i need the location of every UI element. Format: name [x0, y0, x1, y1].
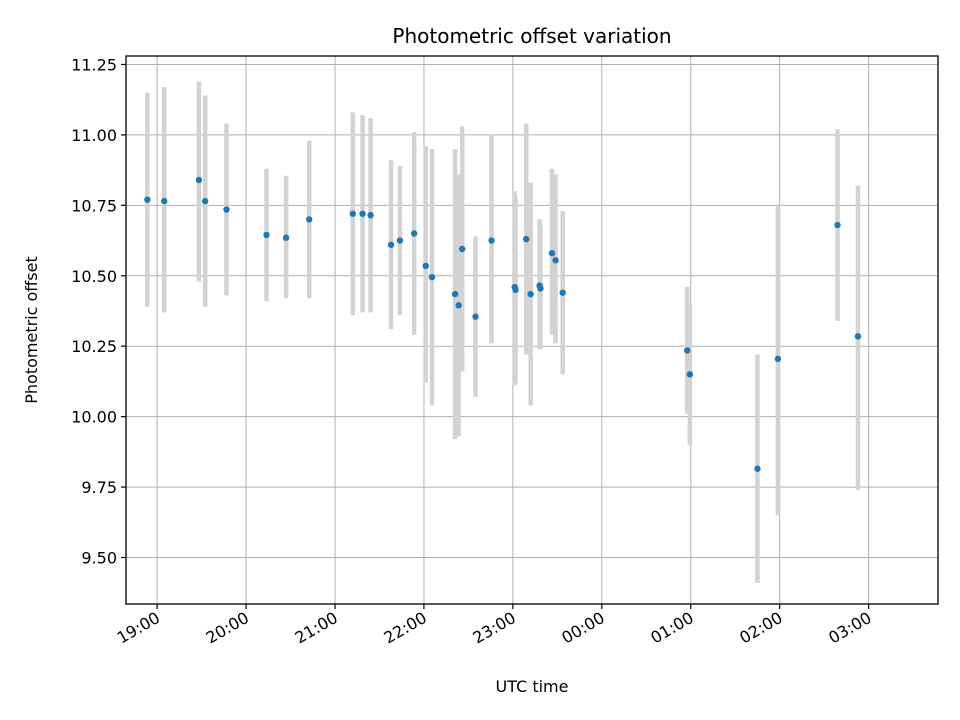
data-point — [854, 333, 862, 340]
data-point — [410, 230, 418, 237]
data-point — [144, 196, 151, 203]
data-point — [428, 273, 436, 281]
data-point — [458, 245, 466, 253]
y-tick-label: 10.00 — [71, 408, 117, 427]
y-tick-label: 11.25 — [71, 55, 117, 74]
data-point — [223, 206, 230, 213]
data-point — [201, 197, 209, 205]
y-axis-ticks: 9.50 9.75 10.00 10.25 10.50 10.75 11.00 11.25 — [71, 55, 126, 568]
data-point — [683, 347, 691, 354]
data-point — [686, 371, 694, 378]
data-point — [537, 285, 544, 292]
data-point — [349, 210, 356, 217]
y-tick-label: 10.25 — [71, 337, 117, 356]
data-point — [396, 237, 404, 244]
data-point — [451, 290, 459, 298]
data-point — [552, 257, 559, 264]
data-point — [359, 210, 366, 217]
data-point — [367, 211, 374, 219]
data-point — [422, 262, 429, 270]
data-points — [144, 176, 862, 472]
data-point — [527, 290, 534, 298]
x-axis-label: UTC time — [496, 677, 569, 696]
data-point — [488, 237, 495, 244]
y-tick-label: 11.00 — [71, 126, 117, 145]
data-point — [306, 216, 313, 223]
data-point — [455, 302, 462, 309]
data-point — [523, 235, 530, 243]
data-point — [774, 355, 782, 363]
data-point — [472, 313, 479, 320]
data-point — [754, 465, 761, 472]
data-point — [282, 234, 290, 241]
data-point — [512, 286, 519, 294]
data-point — [161, 197, 168, 205]
chart-title: Photometric offset variation — [392, 24, 671, 48]
y-tick-label: 9.75 — [81, 478, 117, 497]
y-tick-label: 10.75 — [71, 196, 117, 215]
data-point — [834, 221, 841, 229]
y-tick-label: 10.50 — [71, 267, 117, 286]
data-point — [195, 176, 203, 184]
y-axis-label: Photometric offset — [22, 256, 41, 404]
data-point — [263, 231, 270, 239]
y-tick-label: 9.50 — [81, 549, 117, 568]
plot-frame — [125, 55, 939, 605]
data-point — [559, 289, 566, 296]
data-point — [387, 241, 395, 248]
data-point — [548, 250, 556, 257]
